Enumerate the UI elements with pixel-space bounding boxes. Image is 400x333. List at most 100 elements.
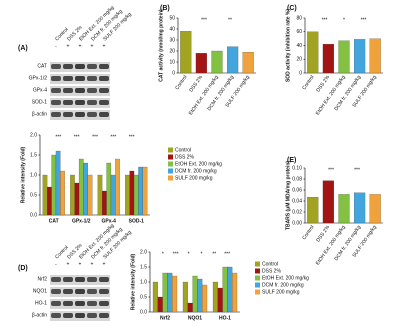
bar — [133, 174, 139, 216]
band — [87, 301, 97, 306]
lane-sign: + — [103, 43, 106, 49]
bar — [182, 281, 188, 313]
legend-swatch — [168, 154, 173, 160]
panel-label: (D) — [18, 265, 28, 272]
band — [75, 301, 85, 306]
significance: *** — [322, 17, 328, 23]
band — [63, 313, 73, 318]
legend-swatch — [168, 168, 173, 174]
bar — [74, 182, 80, 216]
band — [99, 100, 109, 105]
y-tick-label: 30 — [169, 37, 175, 43]
bar — [87, 174, 93, 216]
row-label: NQO1 — [33, 288, 47, 294]
y-axis-label: TBARS (μM MDA/mg protein) — [285, 161, 291, 230]
bar — [129, 170, 135, 216]
lane-sign: + — [91, 43, 94, 49]
bar — [242, 51, 254, 74]
lane-sign: + — [67, 43, 70, 49]
bar — [180, 31, 192, 74]
legend-label: DCM fr. 200 mg/kg — [175, 168, 217, 174]
x-tick-label: Control — [174, 74, 188, 91]
bar — [51, 154, 57, 216]
band — [99, 64, 109, 69]
significance: *** — [328, 167, 334, 173]
row-label: GPx-1/2 — [29, 75, 48, 81]
y-tick-label: 50 — [169, 15, 175, 21]
bar — [162, 272, 168, 313]
band — [63, 277, 73, 282]
bar — [83, 162, 88, 216]
band — [51, 277, 61, 282]
lane-sign: - — [55, 261, 57, 267]
row-label: β-actin — [32, 111, 47, 117]
bar — [115, 158, 120, 216]
y-tick-label: 40 — [169, 26, 175, 32]
x-tick-label: Nrf2 — [160, 315, 170, 321]
y-tick-label: 0.08 — [292, 176, 302, 182]
y-tick-label: 0.02 — [292, 209, 302, 215]
band — [75, 88, 85, 93]
significance: * — [188, 251, 190, 257]
bar — [195, 53, 207, 74]
row-label: Nrf2 — [38, 276, 48, 282]
y-tick-label: 80 — [296, 15, 302, 21]
legend-label: DCM fr. 200 mg/kg — [262, 282, 304, 288]
band — [63, 64, 73, 69]
y-axis-label: Relative intensity (Fold) — [130, 253, 136, 310]
bar — [354, 39, 366, 74]
legend-label: EtOH Ext. 200 mg/kg — [175, 161, 222, 167]
legend-swatch — [168, 147, 173, 153]
significance: *** — [354, 167, 360, 173]
band — [75, 289, 85, 294]
bar — [227, 46, 239, 74]
band — [63, 112, 73, 117]
band — [99, 313, 109, 318]
legend-label: Control — [262, 261, 278, 267]
significance: * — [162, 251, 164, 257]
y-tick-label: 0.0 — [30, 212, 37, 218]
bar — [307, 31, 319, 74]
y-tick-label: 0.04 — [292, 198, 302, 204]
y-tick-label: 20 — [169, 48, 175, 54]
significance: *** — [361, 17, 367, 23]
band — [75, 76, 85, 81]
bar — [202, 284, 208, 313]
bar — [97, 174, 103, 216]
bar — [47, 186, 52, 216]
band — [87, 289, 97, 294]
band — [87, 88, 97, 93]
legend-label: Control — [175, 147, 191, 153]
band — [75, 112, 85, 117]
bar — [222, 266, 228, 313]
band — [87, 313, 97, 318]
bar — [102, 190, 107, 216]
band — [51, 64, 61, 69]
panel-label: (B) — [160, 5, 170, 12]
bar — [42, 174, 48, 216]
bar — [142, 166, 148, 216]
bar — [106, 162, 112, 216]
band — [99, 112, 109, 117]
panel-label: (C) — [287, 5, 297, 12]
bar — [167, 272, 173, 313]
band — [63, 76, 73, 81]
bar — [152, 281, 158, 313]
x-tick-label: DSS 2% — [315, 224, 331, 243]
row-label: GPx-4 — [33, 87, 47, 93]
bar — [187, 302, 193, 313]
y-tick-label: 1.5 — [140, 264, 147, 270]
legend-swatch — [255, 275, 260, 281]
y-tick-label: 1.5 — [30, 152, 37, 158]
lane-sign: - — [55, 43, 57, 49]
significance: *** — [92, 134, 98, 140]
y-tick-label: 10 — [169, 59, 175, 65]
lane-sign: + — [91, 261, 94, 267]
band — [51, 313, 61, 318]
band — [51, 112, 61, 117]
y-axis-label: Relative intensity (Fold) — [20, 146, 26, 203]
y-tick-label: 2.0 — [140, 249, 147, 255]
x-tick-label: CAT — [49, 218, 59, 224]
bar — [369, 38, 381, 74]
